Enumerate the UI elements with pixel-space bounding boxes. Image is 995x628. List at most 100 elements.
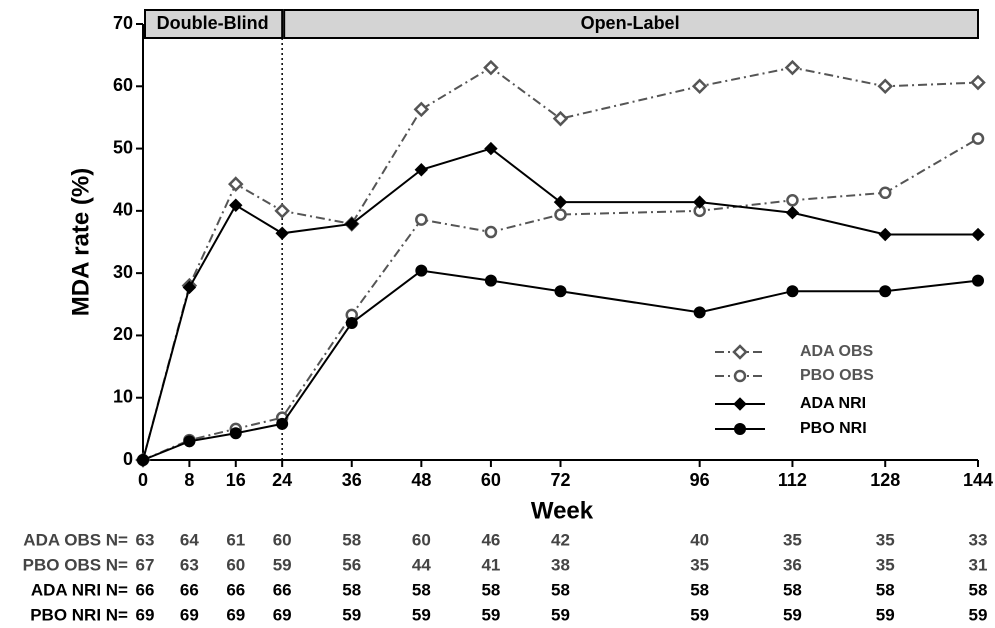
n-value: 66 — [226, 580, 245, 599]
marker — [691, 78, 708, 95]
marker — [229, 198, 243, 212]
n-value: 59 — [783, 605, 802, 624]
x-tick-label: 8 — [184, 470, 194, 490]
series-line — [142, 66, 979, 461]
x-tick-label: 24 — [272, 470, 292, 490]
n-value: 31 — [969, 555, 988, 574]
marker — [413, 101, 430, 118]
x-tick-label: 128 — [870, 470, 900, 490]
marker — [785, 206, 800, 220]
marker — [414, 163, 429, 177]
n-value: 59 — [969, 605, 988, 624]
n-value: 58 — [342, 580, 361, 599]
y-tick-label: 40 — [113, 200, 133, 220]
n-value: 60 — [226, 555, 245, 574]
marker — [554, 208, 567, 221]
x-tick-label: 36 — [342, 470, 362, 490]
marker — [484, 274, 497, 287]
n-value: 67 — [136, 555, 155, 574]
n-value: 58 — [551, 580, 570, 599]
legend-label: ADA NRI — [800, 395, 866, 412]
n-value: 35 — [876, 555, 895, 574]
series-line — [142, 147, 978, 461]
y-tick-label: 30 — [113, 262, 133, 282]
n-value: 61 — [226, 530, 245, 549]
y-axis-title: MDA rate (%) — [67, 168, 94, 316]
n-value: 60 — [273, 530, 292, 549]
n-value: 59 — [876, 605, 895, 624]
series-line — [142, 269, 979, 461]
n-value: 42 — [551, 530, 570, 549]
marker — [692, 195, 707, 209]
marker — [971, 227, 985, 242]
n-value: 35 — [783, 530, 802, 549]
n-value: 60 — [412, 530, 431, 549]
n-value: 33 — [969, 530, 988, 549]
n-value: 69 — [180, 605, 199, 624]
marker — [970, 74, 986, 91]
phase-box — [144, 9, 284, 39]
n-value: 59 — [690, 605, 709, 624]
n-value: 36 — [783, 555, 802, 574]
n-value: 58 — [690, 580, 709, 599]
marker — [484, 225, 498, 239]
marker — [345, 217, 359, 231]
n-row-label: PBO NRI N= — [30, 605, 128, 624]
n-value: 59 — [551, 605, 570, 624]
x-axis-title: Week — [531, 497, 594, 524]
phase-label: Double-Blind — [157, 13, 269, 33]
n-value: 59 — [342, 605, 361, 624]
n-value: 59 — [412, 605, 431, 624]
x-tick-label: 16 — [226, 470, 246, 490]
n-value: 63 — [180, 555, 199, 574]
y-tick-label: 50 — [113, 137, 133, 157]
series-line — [142, 137, 979, 461]
y-tick-label: 60 — [113, 75, 133, 95]
x-tick-label: 112 — [778, 470, 807, 490]
x-tick-label: 96 — [690, 470, 710, 490]
x-tick-label: 0 — [138, 470, 148, 490]
marker — [183, 435, 196, 448]
marker — [182, 280, 197, 295]
n-value: 40 — [690, 530, 709, 549]
x-tick-label: 72 — [550, 470, 570, 490]
marker — [415, 213, 428, 226]
y-tick-label: 70 — [113, 13, 133, 33]
n-value: 41 — [481, 555, 500, 574]
marker — [276, 417, 289, 430]
legend-label: ADA OBS — [800, 343, 874, 360]
y-tick-label: 10 — [113, 386, 133, 406]
n-value: 69 — [226, 605, 245, 624]
x-tick-label: 144 — [963, 470, 993, 490]
marker — [275, 226, 289, 240]
legend-marker — [733, 397, 747, 411]
marker — [971, 132, 985, 145]
marker — [553, 195, 568, 209]
marker — [786, 194, 799, 207]
marker — [345, 316, 358, 329]
marker — [784, 59, 801, 76]
n-value: 66 — [273, 580, 292, 599]
n-value: 58 — [412, 580, 431, 599]
n-row-label: ADA OBS N= — [23, 530, 128, 549]
marker — [228, 176, 244, 192]
n-value: 59 — [481, 605, 500, 624]
x-tick-label: 48 — [411, 470, 431, 490]
marker — [554, 285, 567, 298]
legend-marker — [732, 344, 748, 360]
marker — [878, 227, 892, 242]
marker — [879, 285, 892, 298]
n-value: 63 — [136, 530, 155, 549]
legend-label: PBO NRI — [800, 420, 867, 437]
phase-label: Open-Label — [581, 13, 680, 33]
n-value: 58 — [342, 530, 361, 549]
n-value: 58 — [481, 580, 500, 599]
marker — [786, 285, 799, 298]
n-value: 58 — [783, 580, 802, 599]
x-tick-label: 60 — [481, 470, 501, 490]
n-value: 56 — [342, 555, 361, 574]
n-value: 35 — [876, 530, 895, 549]
n-row-label: ADA NRI N= — [31, 580, 128, 599]
n-value: 38 — [551, 555, 570, 574]
n-row-label: PBO OBS N= — [23, 555, 128, 574]
